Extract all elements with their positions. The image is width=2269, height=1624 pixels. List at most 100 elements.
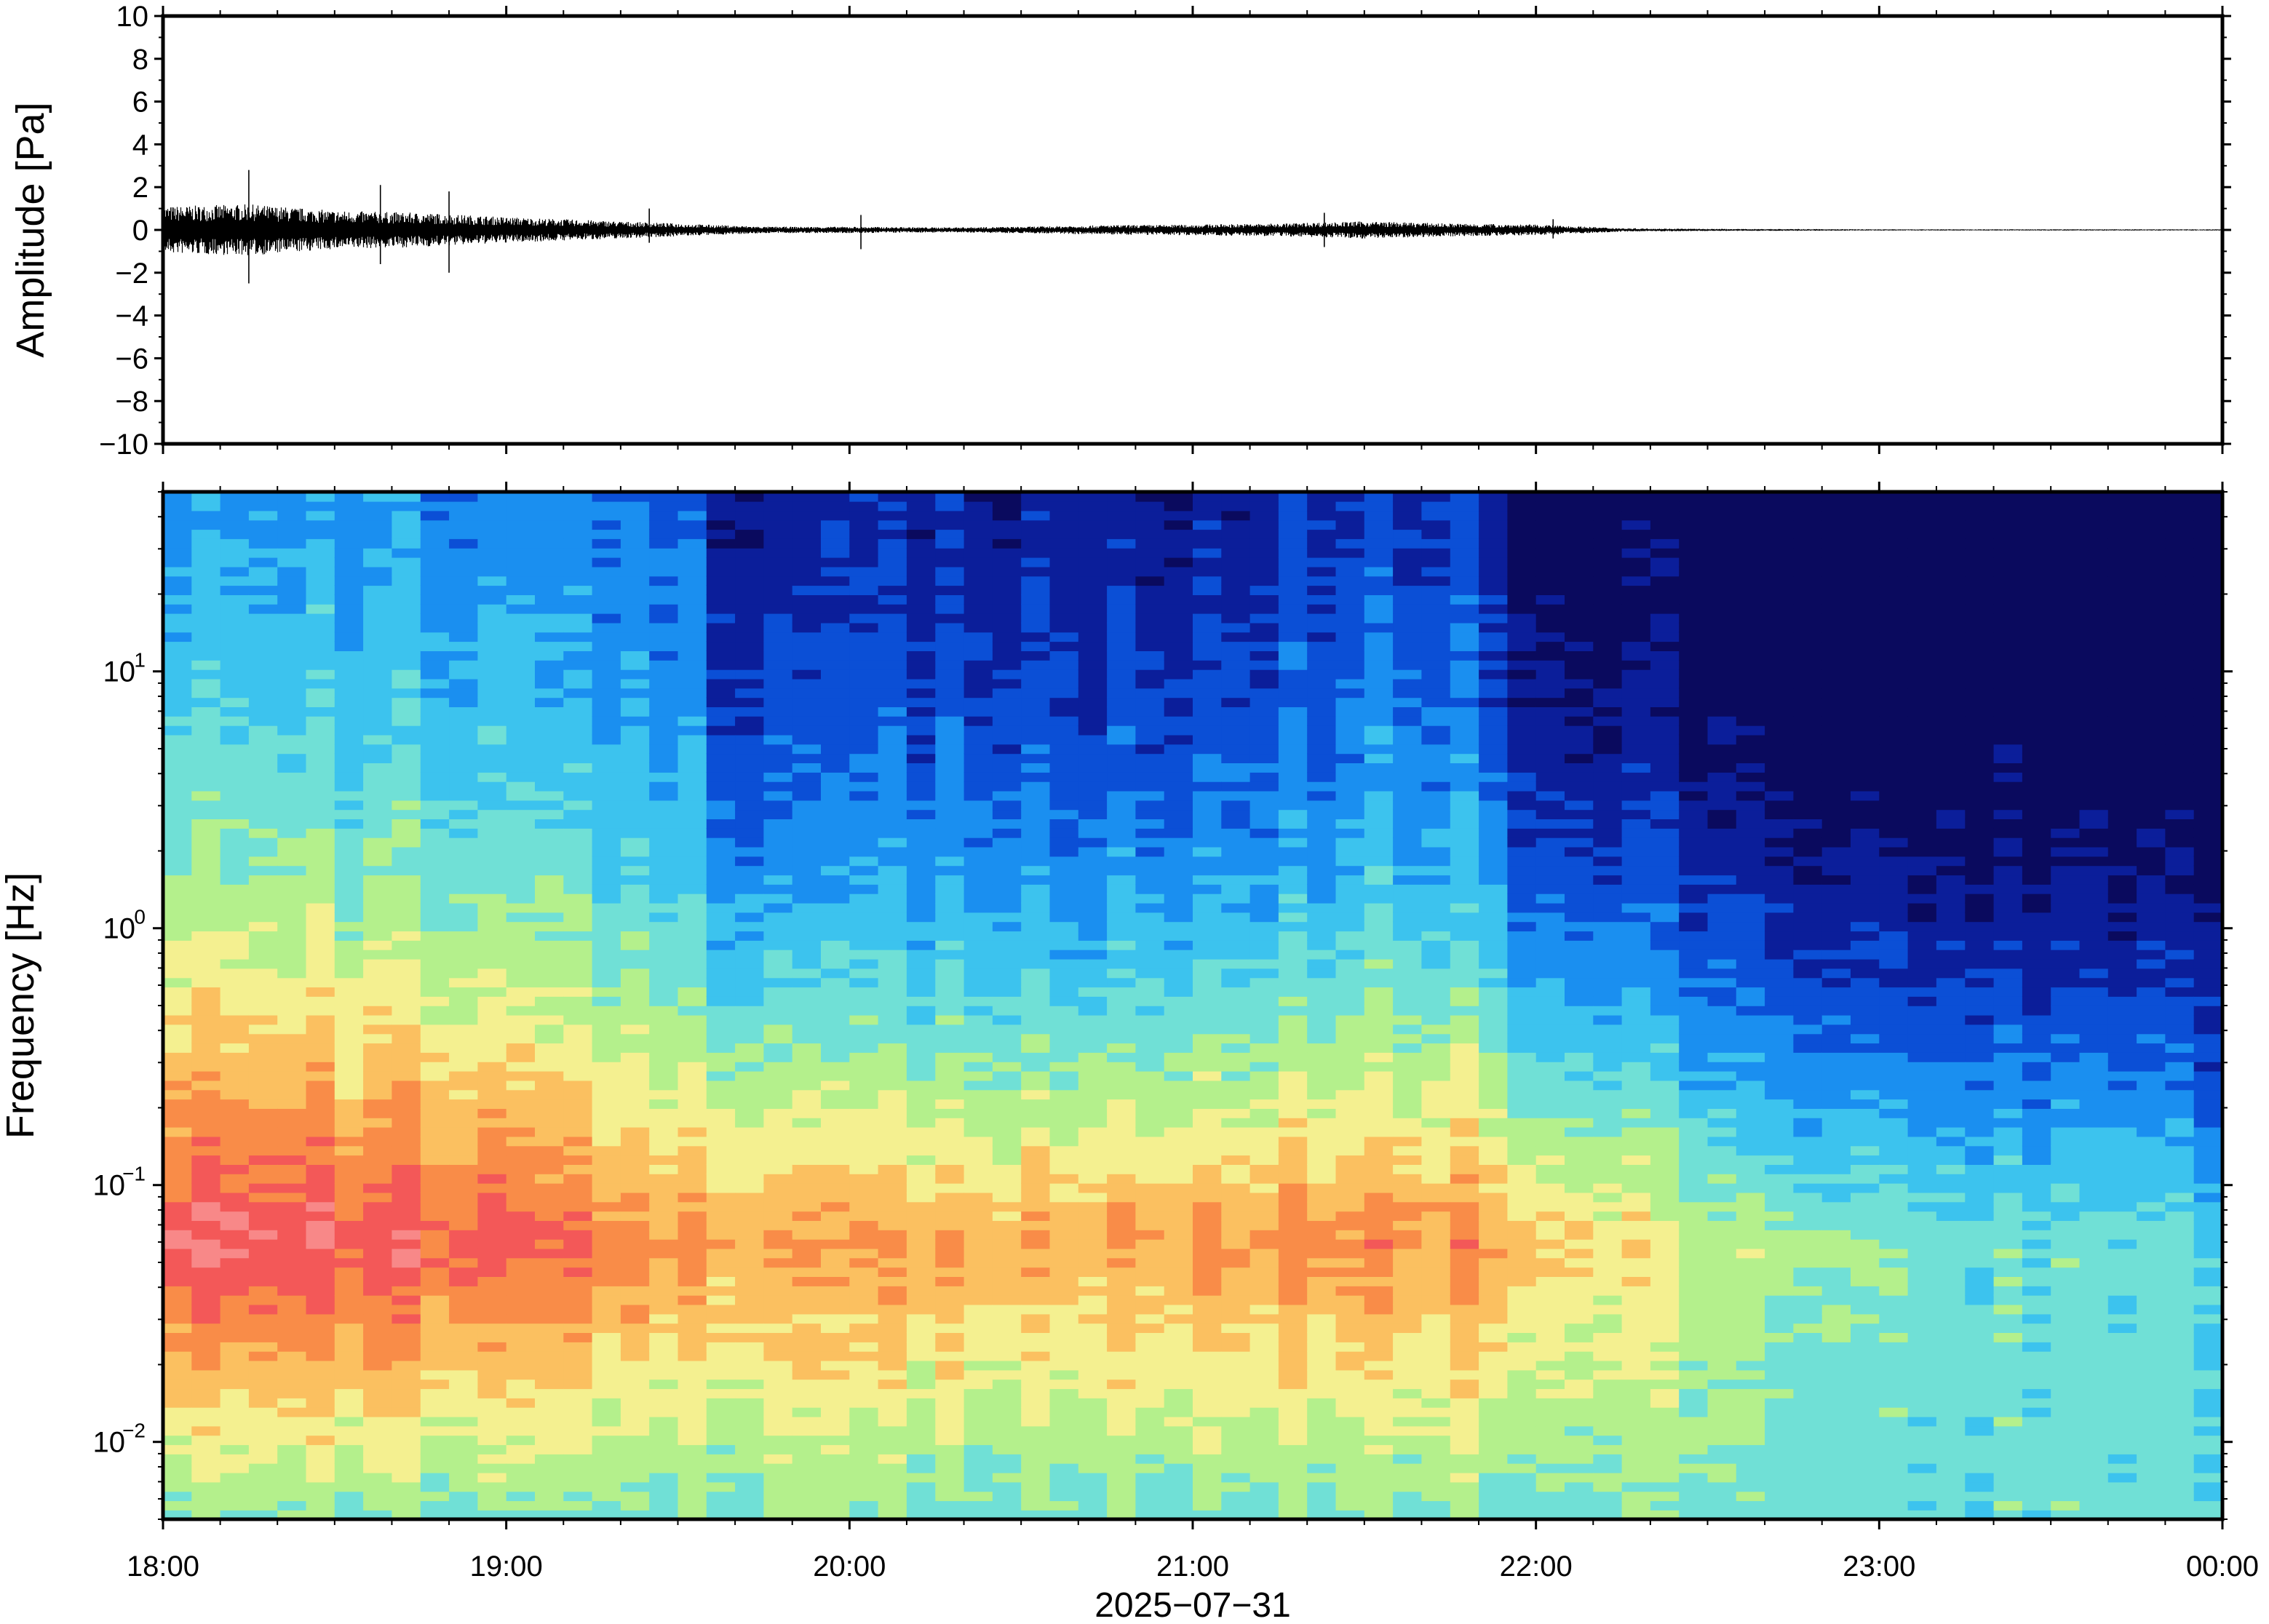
spectrogram-cell [535,865,565,876]
spectrogram-cell [963,1416,993,1427]
spectrogram-cell [821,510,851,521]
spectrogram-cell [792,781,822,792]
spectrogram-cell [1307,660,1337,670]
spectrogram-cell [1307,492,1337,502]
spectrogram-cell [449,697,479,707]
spectrogram-cell [992,1238,1022,1249]
spectrogram-cell [220,678,250,689]
spectrogram-cell [1193,1062,1223,1072]
spectrogram-cell [1049,977,1079,988]
spectrogram-cell [563,1369,593,1380]
spectrogram-cell [563,1313,593,1324]
spectrogram-cell [1193,1360,1223,1371]
spectrogram-cell [420,1276,450,1286]
spectrogram-cell [1164,594,1193,605]
spectrogram-cell [1135,529,1165,539]
spectrogram-cell [191,987,221,997]
spectrogram-cell [735,557,765,568]
spectrogram-cell [1249,650,1279,661]
spectrogram-cell [706,781,736,792]
spectrogram-cell [1278,1174,1308,1184]
spectrogram-cell [449,856,479,867]
spectrogram-cell [535,1379,565,1390]
spectrogram-cell [1249,800,1279,811]
spectrogram-cell [706,1248,736,1259]
spectrogram-cell [1021,641,1051,651]
spectrogram-cell [1107,958,1137,969]
spectrogram-cell [1193,1332,1223,1342]
spectrogram-cell [248,1398,278,1408]
spectrogram-cell [792,1164,822,1174]
spectrogram-cell [306,1230,335,1240]
spectrogram-cell [1078,1182,1108,1193]
spectrogram-cell [649,660,679,670]
spectrogram-cell [363,968,393,979]
spectrogram-cell [248,1006,278,1016]
spectrogram-cell [763,1416,793,1427]
spectrogram-cell [248,1099,278,1109]
spectrogram-cell [563,1118,593,1128]
spectrogram-cell [1393,734,1423,745]
spectrogram-cell [1393,1398,1423,1408]
spectrogram-cell [1049,875,1079,885]
spectrogram-cell [821,753,851,763]
spectrogram-cell [677,566,707,577]
spectrogram-cell [392,1052,421,1062]
spectrogram-cell [1164,1425,1193,1436]
spectrogram-cell [1135,1323,1165,1333]
spectrogram-cell [935,622,965,633]
spectrogram-cell [1335,772,1365,782]
spectrogram-cell [392,1416,421,1427]
spectrogram-cell [1335,1033,1365,1044]
spectrogram-cell [535,678,565,689]
spectrogram-cell [821,884,851,894]
spectrogram-cell [935,548,965,558]
spectrogram-cell [1249,846,1279,857]
spectrogram-cell [1221,1211,1251,1221]
spectrogram-cell [592,1454,621,1464]
spectrogram-cell [1164,809,1193,819]
spectrogram-cell [1078,1006,1108,1016]
spectrogram-cell [1021,1164,1051,1174]
spectrogram-cell [1249,1425,1279,1436]
spectrogram-cell [1164,650,1193,661]
spectrogram-cell [1307,604,1337,614]
spectrogram-cell [1135,1388,1165,1398]
spectrogram-cell [563,772,593,782]
spectrogram-cell [963,1099,993,1109]
spectrogram-cell [535,529,565,539]
spectrogram-cell [706,697,736,707]
spectrogram-cell [1278,697,1308,707]
spectrogram-cell [878,744,907,755]
spectrogram-cell [1393,781,1423,792]
spectrogram-cell [1078,1491,1108,1502]
spectrogram-cell [878,819,907,829]
spectrogram-cell [878,912,907,923]
spectrogram-cell [849,1145,879,1156]
spectrogram-cell [449,1286,479,1296]
spectrogram-cell [334,1491,364,1502]
spectrogram-cell [1393,931,1423,941]
spectrogram-cell [935,1323,965,1333]
spectrogram-cell [420,1062,450,1072]
spectrogram-cell [849,1257,879,1268]
spectrogram-cell [506,1118,536,1128]
spectrogram-cell [1364,856,1394,867]
spectrogram-cell [1278,1491,1308,1502]
spectrogram-cell [1249,1444,1279,1454]
spectrogram-cell [191,902,221,913]
spectrogram-cell [535,1201,565,1212]
spectrogram-cell [363,492,393,502]
spectrogram-cell [1049,772,1079,782]
spectrogram-cell [1164,725,1193,736]
spectrogram-cell [220,987,250,997]
spectrogram-cell [1249,856,1279,867]
spectrogram-cell [1049,1230,1079,1240]
spectrogram-cell [1364,1444,1394,1454]
spectrogram-cell [248,1108,278,1118]
spectrogram-cell [963,987,993,997]
spectrogram-cell [1193,1164,1223,1174]
spectrogram-cell [1221,1304,1251,1315]
spectrogram-cell [1335,790,1365,801]
spectrogram-cell [248,772,278,782]
